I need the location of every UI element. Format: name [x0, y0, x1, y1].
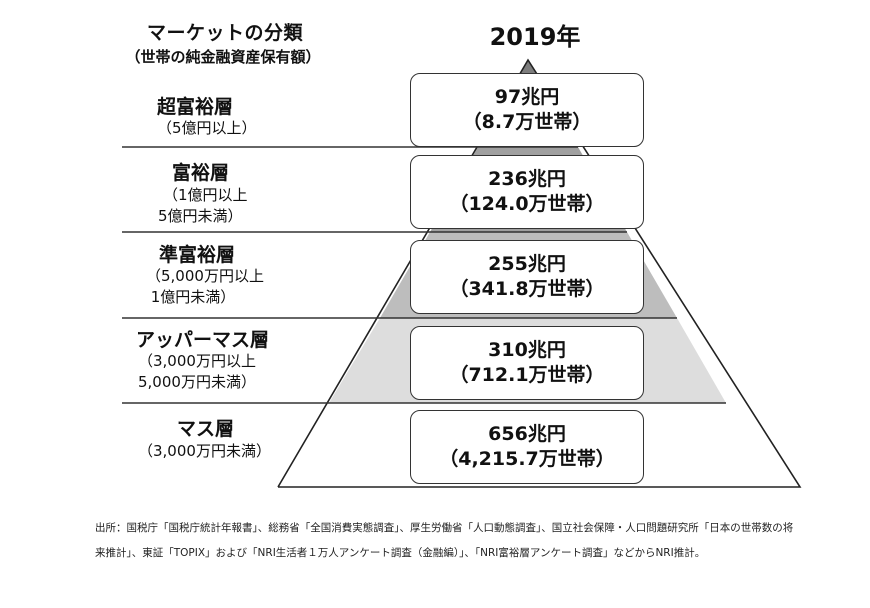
- tier-range-ultra-wealthy: （5億円以上）: [157, 119, 257, 137]
- year-label: 2019年: [489, 23, 581, 51]
- households-value: （124.0万世帯）: [449, 193, 605, 215]
- value-box-mass: 656兆円 （4,215.7万世帯）: [410, 410, 644, 484]
- tier-name-ultra-wealthy: 超富裕層: [157, 96, 234, 118]
- tier-name-wealthy: 富裕層: [172, 162, 230, 184]
- tier-name-mass: マス層: [177, 418, 235, 440]
- tier-name-upper-mass: アッパーマス層: [136, 329, 270, 351]
- tier-name-semi-wealthy: 準富裕層: [159, 244, 236, 266]
- households-value: （8.7万世帯）: [462, 111, 592, 133]
- assets-value: 236兆円: [488, 168, 566, 190]
- assets-value: 656兆円: [488, 423, 566, 445]
- value-box-upper-mass: 310兆円 （712.1万世帯）: [410, 326, 644, 400]
- source-note: 出所：国税庁「国税庁統計年報書」、総務省「全国消費実態調査」、厚生労働省「人口動…: [95, 522, 794, 559]
- households-value: （712.1万世帯）: [449, 364, 605, 386]
- households-value: （4,215.7万世帯）: [439, 448, 615, 470]
- tier-range-semi-wealthy: （5,000万円以上 1億円未満）: [146, 267, 264, 306]
- households-value: （341.8万世帯）: [449, 278, 605, 300]
- value-box-wealthy: 236兆円 （124.0万世帯）: [410, 155, 644, 229]
- tier-range-mass: （3,000万円未満）: [138, 442, 271, 460]
- assets-value: 97兆円: [494, 86, 560, 108]
- assets-value: 310兆円: [488, 339, 566, 361]
- tier-range-wealthy: （1億円以上 5億円未満）: [158, 186, 248, 225]
- assets-value: 255兆円: [488, 253, 566, 275]
- value-box-semi-wealthy: 255兆円 （341.8万世帯）: [410, 240, 644, 314]
- tier-range-upper-mass: （3,000万円以上 5,000万円未満）: [138, 352, 256, 391]
- diagram-title: マーケットの分類: [146, 22, 303, 44]
- value-box-ultra-wealthy: 97兆円 （8.7万世帯）: [410, 73, 644, 147]
- diagram-subtitle: （世帯の純金融資産保有額）: [125, 48, 321, 66]
- pyramid-outline: [277, 58, 802, 488]
